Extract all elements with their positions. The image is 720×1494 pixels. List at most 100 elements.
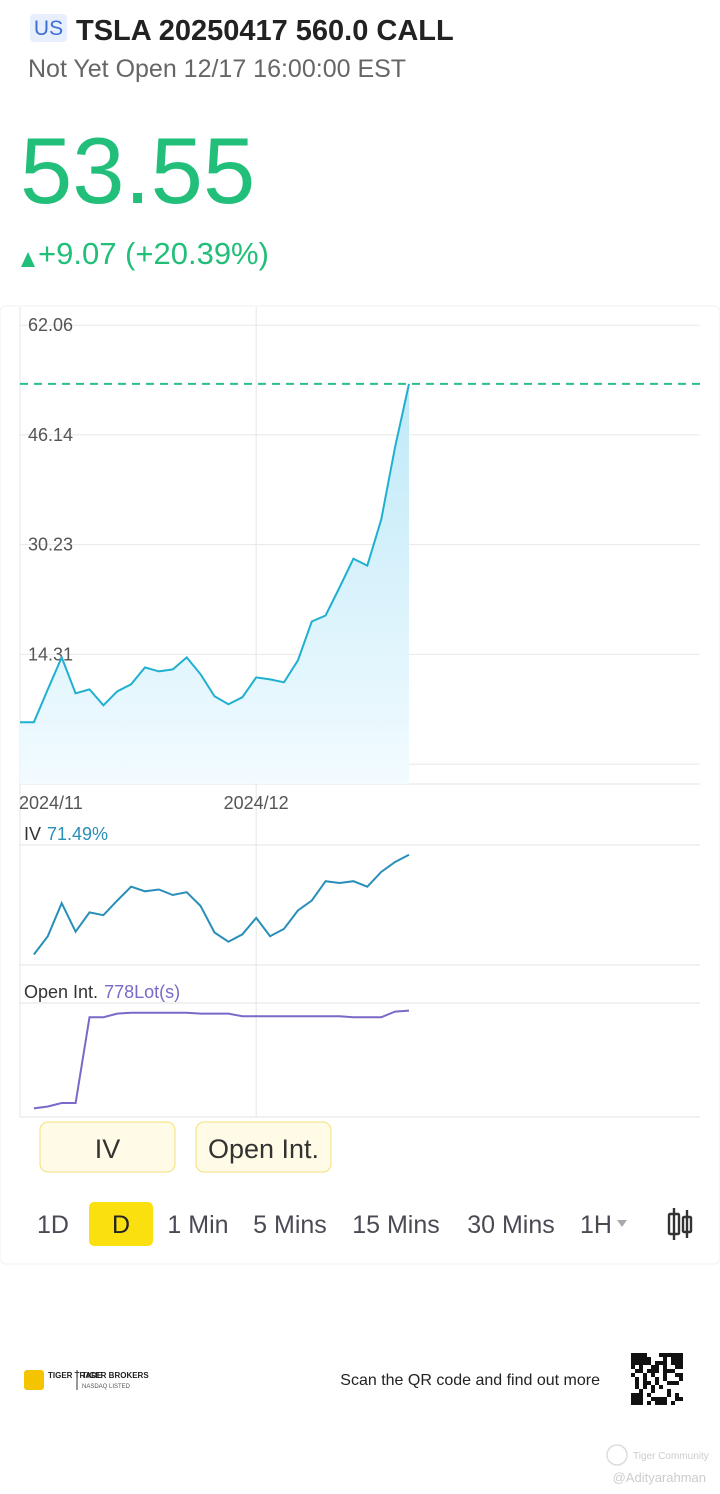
indicator-button[interactable] [195, 1121, 332, 1173]
qr-cell [663, 1365, 667, 1369]
qr-cell [643, 1385, 647, 1389]
qr-cell [663, 1353, 667, 1357]
qr-cell [659, 1353, 663, 1357]
qr-cell [663, 1357, 667, 1361]
period-tab[interactable]: 30 Mins [467, 1211, 555, 1239]
logo-icon [24, 1370, 44, 1390]
qr-cell [639, 1361, 643, 1365]
qr-cell [679, 1397, 683, 1401]
period-tab[interactable]: 1H [580, 1211, 612, 1239]
qr-cell [639, 1393, 643, 1397]
qr-cell [639, 1397, 643, 1401]
qr-cell [631, 1353, 635, 1357]
qr-cell [675, 1397, 679, 1401]
qr-cell [671, 1369, 675, 1373]
qr-cell [659, 1385, 663, 1389]
qr-cell [635, 1361, 639, 1365]
qr-cell [631, 1361, 635, 1365]
qr-cell [659, 1397, 663, 1401]
status: Not Yet Open 12/17 16:00:00 EST [28, 55, 406, 83]
qr-cell [663, 1377, 667, 1381]
dropdown-arrow[interactable] [617, 1220, 627, 1227]
qr-cell [671, 1381, 675, 1385]
qr-cell [631, 1365, 635, 1369]
period-tab[interactable]: 1D [37, 1211, 69, 1239]
candlestick-icon[interactable] [667, 1208, 693, 1240]
qr-cell [635, 1369, 639, 1373]
price: 53.55 [20, 118, 255, 223]
indicator-button[interactable] [39, 1121, 176, 1173]
qr-cell [643, 1373, 647, 1377]
qr-cell [671, 1357, 675, 1361]
period-tab[interactable]: 1 Min [167, 1211, 228, 1239]
qr-cell [639, 1365, 643, 1369]
qr-cell [635, 1353, 639, 1357]
qr-cell [635, 1397, 639, 1401]
qr-cell [659, 1361, 663, 1365]
period-tab[interactable]: 5 Mins [253, 1211, 327, 1239]
qr-cell [655, 1365, 659, 1369]
qr-cell [675, 1373, 679, 1377]
qr-cell [671, 1401, 675, 1405]
broker-sub: NASDAQ LISTED [82, 1384, 131, 1390]
pane-value: 778Lot(s) [104, 982, 180, 1002]
indicator-button-label[interactable]: Open Int. [208, 1134, 319, 1164]
line [33, 1009, 410, 1110]
qr-cell [635, 1357, 639, 1361]
qr-cell [639, 1357, 643, 1361]
period-tab[interactable]: 15 Mins [352, 1211, 440, 1239]
selected-tab [89, 1202, 153, 1246]
qr-cell [663, 1361, 667, 1365]
broker: TIGER BROKERS [82, 1371, 149, 1380]
market-badge [30, 14, 67, 42]
watermark-icon [606, 1444, 628, 1466]
qr-cell [663, 1369, 667, 1373]
qr-cell [679, 1357, 683, 1361]
qr-cell [675, 1353, 679, 1357]
qr-cell [639, 1353, 643, 1357]
line [20, 383, 410, 724]
chart-card [0, 305, 720, 1265]
qr-cell [651, 1369, 655, 1373]
market: US [34, 17, 63, 40]
qr-cell [679, 1365, 683, 1369]
qr-cell [679, 1353, 683, 1357]
qr-cell [679, 1377, 683, 1381]
y-tick-label: 46.14 [28, 425, 73, 445]
qr-cell [663, 1397, 667, 1401]
y-tick-label: 30.23 [28, 535, 73, 555]
qr-cell [651, 1373, 655, 1377]
indicator-button-label[interactable]: IV [95, 1134, 121, 1164]
qr-cell [643, 1357, 647, 1361]
y-tick-label: 14.31 [28, 644, 73, 664]
qr-cell [647, 1381, 651, 1385]
qr-cell [639, 1389, 643, 1393]
qr-cell [667, 1369, 671, 1373]
pane-label: IV [24, 824, 41, 844]
period-tab[interactable]: D [112, 1211, 130, 1239]
qr-cell [679, 1361, 683, 1365]
qr-cell [659, 1401, 663, 1405]
qr-cell [651, 1389, 655, 1393]
qr-cell [647, 1401, 651, 1405]
title: TSLA 20250417 560.0 CALL [76, 15, 454, 47]
watermark: Tiger Community [633, 1451, 709, 1462]
up-arrow [21, 252, 35, 267]
qr-cell [639, 1369, 643, 1373]
qr-cell [667, 1393, 671, 1397]
qr-cell [667, 1381, 671, 1385]
qr-cell [667, 1389, 671, 1393]
qr-cell [679, 1373, 683, 1377]
qr-cell [647, 1361, 651, 1365]
qr-cell [651, 1365, 655, 1369]
qr-cell [647, 1393, 651, 1397]
qr-cell [675, 1381, 679, 1385]
pane-value: 71.49% [47, 824, 108, 844]
qr-text: Scan the QR code and find out more [340, 1372, 600, 1389]
qr-cell [667, 1353, 671, 1357]
qr-cell [675, 1357, 679, 1361]
qr-cell [643, 1361, 647, 1365]
line [33, 853, 410, 956]
qr-cell [631, 1393, 635, 1397]
